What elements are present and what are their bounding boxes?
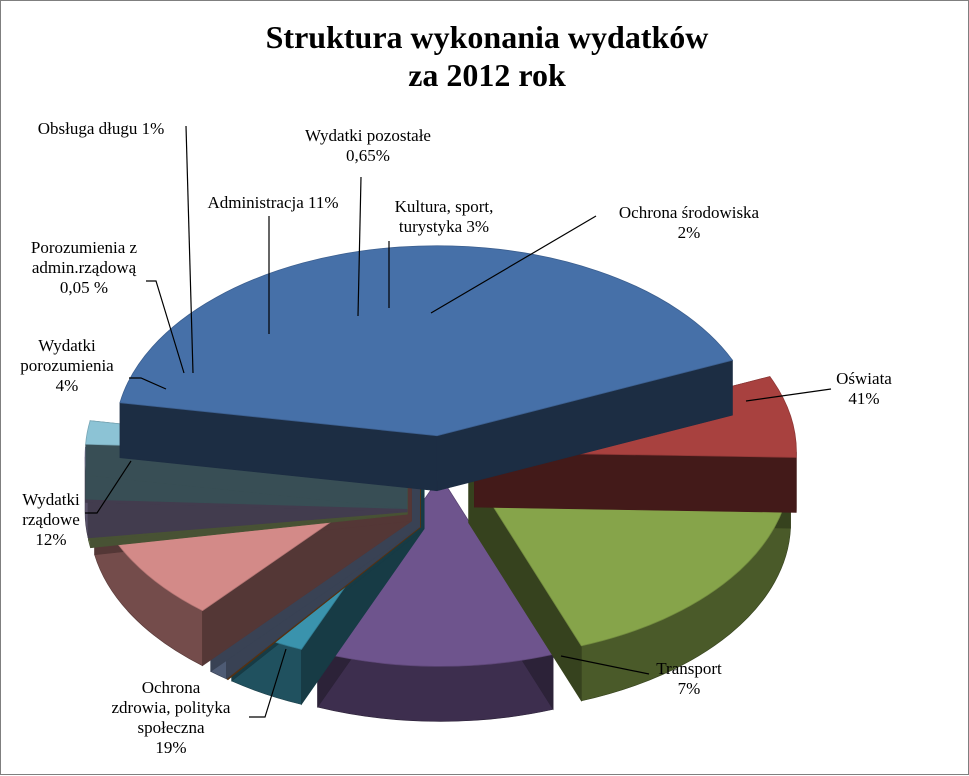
slice-label-line: społeczna (137, 718, 204, 737)
slice-label-line: Obsługa długu 1% (38, 119, 165, 138)
slice-label-line: 2% (678, 223, 701, 242)
slice-label-line: 4% (56, 376, 79, 395)
slice-label-line: Porozumienia z (31, 238, 138, 257)
slice-label-line: 41% (848, 389, 879, 408)
slice-label-line: Kultura, sport, (395, 197, 494, 216)
slice-label-obsluga-dlugu: Obsługa długu 1% (38, 119, 165, 138)
slice-label-line: porozumienia (20, 356, 114, 375)
slice-label-line: Wydatki (38, 336, 96, 355)
slice-label-line: Administracja 11% (207, 193, 338, 212)
chart-title-line-1: Struktura wykonania wydatków (266, 19, 709, 55)
slice-label-line: rządowe (22, 510, 80, 529)
slice-label-line: Transport (656, 659, 722, 678)
slice-label-kultura-sport: Kultura, sport,turystyka 3% (395, 197, 494, 236)
slice-label-line: Wydatki pozostałe (305, 126, 431, 145)
slice-label-line: 7% (678, 679, 701, 698)
slice-label-line: 0,65% (346, 146, 390, 165)
slice-label-line: Ochrona środowiska (619, 203, 760, 222)
slice-label-line: 0,05 % (60, 278, 108, 297)
slice-label-line: Ochrona (142, 678, 201, 697)
slice-label-line: zdrowia, polityka (112, 698, 231, 717)
slice-label-administracja: Administracja 11% (207, 193, 338, 212)
slice-label-line: admin.rządową (32, 258, 137, 277)
slice-label-line: 19% (155, 738, 186, 757)
slice-label-line: 12% (35, 530, 66, 549)
slice-label-line: Oświata (836, 369, 892, 388)
slice-label-line: turystyka 3% (399, 217, 489, 236)
slice-label-line: Wydatki (22, 490, 80, 509)
chart-title-line-2: za 2012 rok (408, 57, 566, 93)
